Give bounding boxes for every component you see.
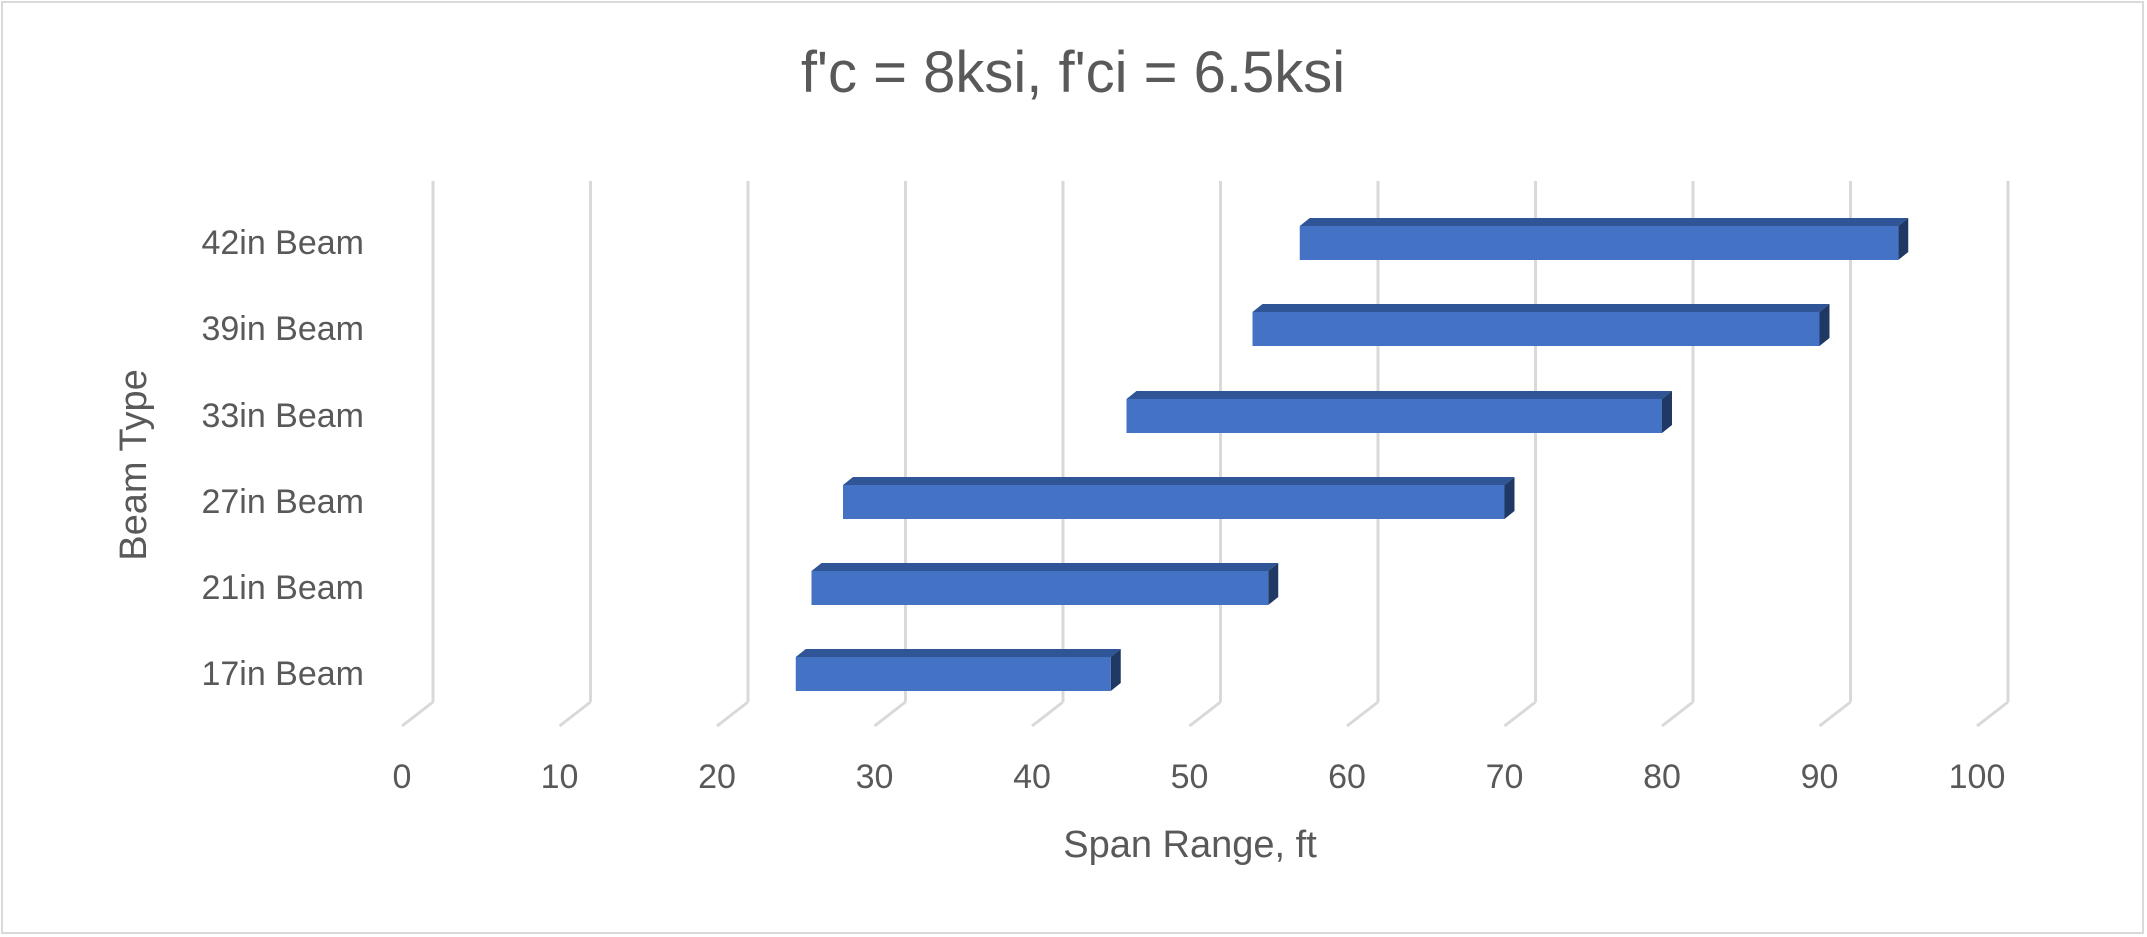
y-category-label: 39in Beam xyxy=(201,310,364,348)
gridline xyxy=(558,181,592,728)
x-tick-label: 80 xyxy=(1643,758,1681,796)
x-tick-label: 40 xyxy=(1013,758,1051,796)
x-tick-label: 0 xyxy=(393,758,412,796)
chart-title: f'c = 8ksi, f'ci = 6.5ksi xyxy=(801,40,1345,105)
x-tick-label: 30 xyxy=(856,758,894,796)
gridline xyxy=(1031,181,1065,728)
gridline xyxy=(873,181,907,728)
x-tick-label: 20 xyxy=(698,758,736,796)
y-category-label: 21in Beam xyxy=(201,569,364,607)
x-tick-label: 50 xyxy=(1171,758,1209,796)
gridline xyxy=(1346,181,1380,728)
x-axis-title: Span Range, ft xyxy=(1063,824,1317,866)
gridline xyxy=(1976,181,2010,728)
gridline xyxy=(1503,181,1537,728)
range-bar xyxy=(811,563,1279,605)
x-tick-label: 10 xyxy=(541,758,579,796)
x-tick-label: 70 xyxy=(1486,758,1524,796)
gridline xyxy=(1818,181,1852,728)
gridline xyxy=(716,181,750,728)
range-bar xyxy=(795,649,1121,691)
range-bar xyxy=(843,477,1515,519)
y-category-labels: 17in Beam 21in Beam 27in Beam 33in Beam 39in… xyxy=(201,224,364,693)
y-category-label: 27in Beam xyxy=(201,483,364,521)
y-category-label: 33in Beam xyxy=(201,397,364,435)
x-tick-label: 90 xyxy=(1801,758,1839,796)
y-category-label: 17in Beam xyxy=(201,655,364,693)
bars xyxy=(795,218,1909,691)
gridline xyxy=(1188,181,1222,728)
gridline xyxy=(401,181,435,728)
x-tick-labels: 0 10 20 30 40 50 60 70 80 90 100 xyxy=(393,758,2006,796)
range-bar xyxy=(1252,304,1830,346)
range-bar xyxy=(1299,218,1909,260)
gridlines xyxy=(401,181,2010,728)
y-axis-title: Beam Type xyxy=(113,369,155,561)
y-category-label: 42in Beam xyxy=(201,224,364,262)
x-tick-label: 100 xyxy=(1949,758,2006,796)
range-bar xyxy=(1126,391,1672,433)
gridline xyxy=(1661,181,1695,728)
x-tick-label: 60 xyxy=(1328,758,1366,796)
